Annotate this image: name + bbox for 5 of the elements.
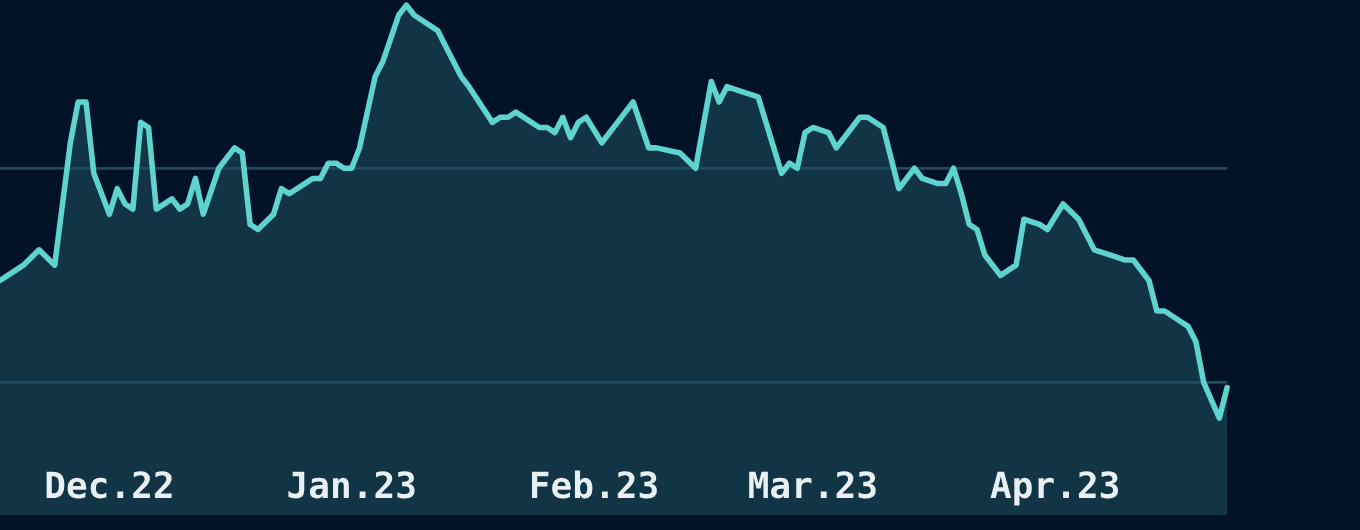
x-tick-label: Jan.23 [288,471,415,499]
x-tick-label: Mar.23 [749,471,876,499]
x-tick-label: Feb.23 [532,470,657,499]
x-tick-label: Dec.22 [46,471,172,499]
x-tick-label: Apr.23 [990,471,1119,506]
